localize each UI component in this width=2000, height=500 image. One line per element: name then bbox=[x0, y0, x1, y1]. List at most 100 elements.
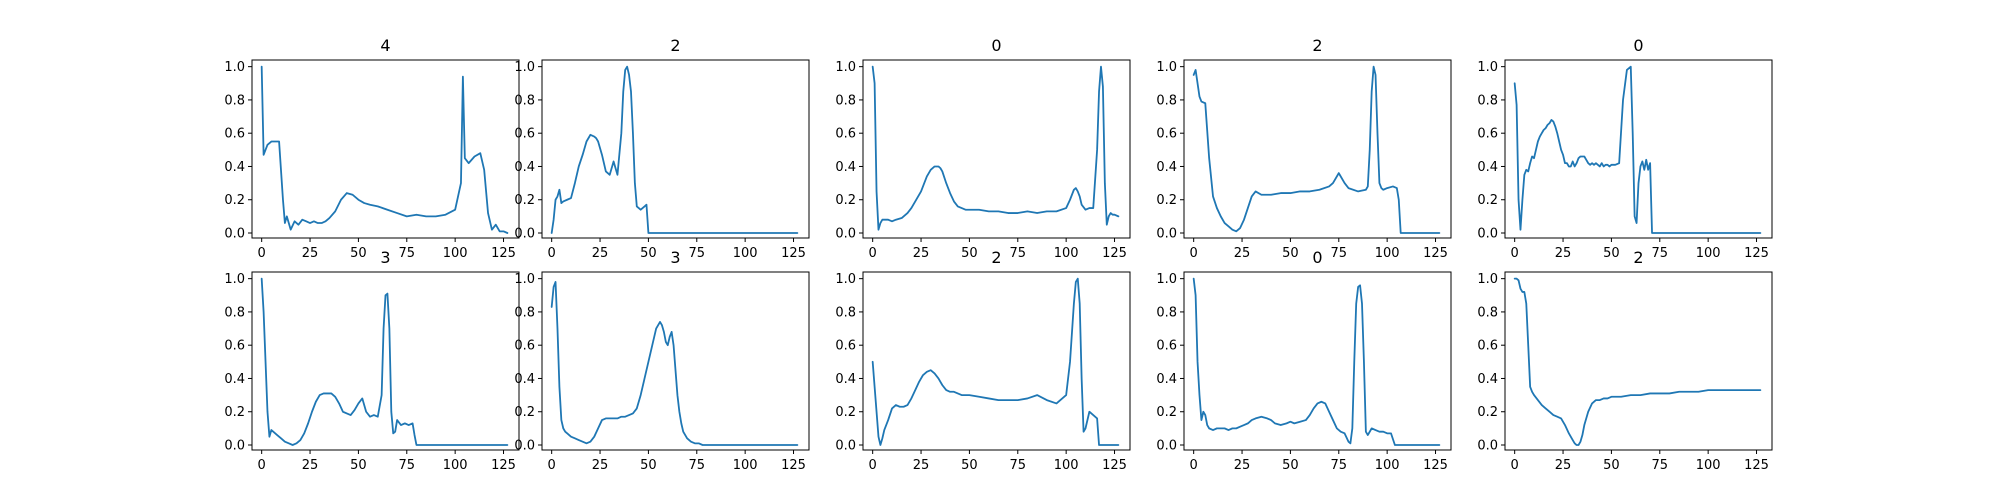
subplot-3: 0 0 25 50 75 100 125 0.0 0.2 0.4 0.6 0.8 1.0 bbox=[835, 36, 1131, 261]
y-tick-label: 0.6 bbox=[1477, 339, 1498, 354]
y-tick-label: 0.4 bbox=[1156, 160, 1177, 175]
y-tick-label: 0.6 bbox=[224, 339, 245, 354]
x-tick-label: 100 bbox=[1054, 458, 1079, 473]
x-tick-label: 0 bbox=[869, 458, 877, 473]
axes-frame bbox=[251, 59, 520, 239]
x-tick-label: 50 bbox=[1282, 458, 1299, 473]
x-tick-label: 25 bbox=[302, 458, 319, 473]
x-tick-label: 75 bbox=[1010, 458, 1027, 473]
y-tick-label: 0.0 bbox=[224, 439, 245, 454]
y-tick-label: 0.0 bbox=[514, 227, 535, 242]
x-tick-label: 0 bbox=[869, 246, 877, 261]
y-tick-label: 0.4 bbox=[1477, 160, 1498, 175]
x-tick-label: 75 bbox=[1652, 246, 1669, 261]
y-tick-label: 0.8 bbox=[1477, 305, 1498, 320]
x-tick-label: 25 bbox=[1555, 246, 1572, 261]
series-line bbox=[1513, 65, 1762, 234]
y-tick-label: 0.2 bbox=[835, 405, 856, 420]
x-tick-label: 125 bbox=[781, 246, 806, 261]
x-tick-label: 125 bbox=[1744, 246, 1769, 261]
y-tick-label: 0.8 bbox=[514, 305, 535, 320]
x-tick-label: 100 bbox=[1696, 458, 1721, 473]
y-tick-label: 0.2 bbox=[224, 193, 245, 208]
y-tick-label: 0.2 bbox=[514, 193, 535, 208]
y-tick-label: 0.0 bbox=[1156, 439, 1177, 454]
y-tick-label: 0.0 bbox=[1477, 227, 1498, 242]
x-tick-label: 50 bbox=[1282, 246, 1299, 261]
x-tick-label: 0 bbox=[1511, 246, 1519, 261]
y-tick-label: 0.2 bbox=[1156, 405, 1177, 420]
x-tick-label: 100 bbox=[1375, 246, 1400, 261]
subplot-title: 0 bbox=[991, 36, 1001, 55]
x-tick-label: 75 bbox=[689, 246, 706, 261]
y-tick-label: 0.4 bbox=[224, 160, 245, 175]
series-line bbox=[260, 277, 509, 446]
y-tick-label: 0.6 bbox=[1477, 127, 1498, 142]
x-tick-label: 125 bbox=[1102, 246, 1127, 261]
y-tick-label: 0.2 bbox=[1477, 193, 1498, 208]
x-tick-label: 50 bbox=[961, 458, 978, 473]
subplot-6: 3 0 25 50 75 100 125 0.0 0.2 0.4 0.6 0.8 1.0 bbox=[224, 248, 520, 473]
y-tick-label: 1.0 bbox=[835, 272, 856, 287]
x-tick-label: 0 bbox=[548, 458, 556, 473]
x-tick-label: 125 bbox=[1423, 458, 1448, 473]
series-line bbox=[1192, 65, 1441, 234]
x-tick-label: 50 bbox=[1603, 246, 1620, 261]
x-tick-label: 125 bbox=[1102, 458, 1127, 473]
x-tick-label: 125 bbox=[491, 458, 516, 473]
x-tick-label: 25 bbox=[1555, 458, 1572, 473]
y-tick-label: 0.0 bbox=[1477, 439, 1498, 454]
y-tick-label: 0.2 bbox=[1156, 193, 1177, 208]
series-line bbox=[550, 281, 799, 446]
x-tick-label: 0 bbox=[1190, 246, 1198, 261]
y-tick-label: 1.0 bbox=[224, 60, 245, 75]
y-tick-label: 0.8 bbox=[1477, 93, 1498, 108]
x-tick-label: 100 bbox=[733, 458, 758, 473]
x-tick-label: 25 bbox=[592, 246, 609, 261]
subplot-title: 2 bbox=[991, 248, 1001, 267]
series-line bbox=[260, 65, 509, 234]
y-tick-label: 0.0 bbox=[835, 439, 856, 454]
y-tick-label: 0.8 bbox=[835, 93, 856, 108]
axes-frame bbox=[251, 271, 520, 451]
subplot-title: 2 bbox=[1633, 248, 1643, 267]
x-tick-label: 125 bbox=[1744, 458, 1769, 473]
x-tick-label: 100 bbox=[443, 246, 468, 261]
y-tick-label: 1.0 bbox=[514, 272, 535, 287]
x-tick-label: 100 bbox=[1375, 458, 1400, 473]
y-tick-label: 0.6 bbox=[835, 127, 856, 142]
x-tick-label: 100 bbox=[1054, 246, 1079, 261]
series-line bbox=[871, 277, 1120, 446]
y-tick-label: 0.8 bbox=[224, 305, 245, 320]
series-line bbox=[871, 65, 1120, 231]
x-tick-label: 0 bbox=[1190, 458, 1198, 473]
y-tick-label: 0.6 bbox=[224, 127, 245, 142]
x-tick-label: 50 bbox=[350, 458, 367, 473]
x-tick-label: 125 bbox=[781, 458, 806, 473]
axes-frame bbox=[1504, 59, 1773, 239]
subplot-title: 2 bbox=[670, 36, 680, 55]
y-tick-label: 0.2 bbox=[835, 193, 856, 208]
y-tick-label: 1.0 bbox=[1156, 272, 1177, 287]
x-tick-label: 75 bbox=[1652, 458, 1669, 473]
series-line bbox=[550, 65, 799, 234]
subplot-8: 2 0 25 50 75 100 125 0.0 0.2 0.4 0.6 0.8 1.0 bbox=[835, 248, 1131, 473]
x-tick-label: 0 bbox=[258, 458, 266, 473]
y-tick-label: 0.4 bbox=[224, 372, 245, 387]
axes-frame bbox=[541, 59, 810, 239]
y-tick-label: 0.8 bbox=[835, 305, 856, 320]
x-tick-label: 125 bbox=[1423, 246, 1448, 261]
y-tick-label: 0.2 bbox=[224, 405, 245, 420]
axes-frame bbox=[1183, 59, 1452, 239]
x-tick-label: 75 bbox=[1331, 246, 1348, 261]
subplot-title: 3 bbox=[380, 248, 390, 267]
y-tick-label: 0.0 bbox=[835, 227, 856, 242]
subplot-title: 0 bbox=[1633, 36, 1643, 55]
y-tick-label: 0.4 bbox=[1156, 372, 1177, 387]
subplot-2: 2 0 25 50 75 100 125 0.0 0.2 0.4 0.6 0.8 1.0 bbox=[514, 36, 810, 261]
x-tick-label: 50 bbox=[640, 458, 657, 473]
y-tick-label: 0.4 bbox=[514, 372, 535, 387]
y-tick-label: 0.6 bbox=[1156, 339, 1177, 354]
x-tick-label: 50 bbox=[961, 246, 978, 261]
